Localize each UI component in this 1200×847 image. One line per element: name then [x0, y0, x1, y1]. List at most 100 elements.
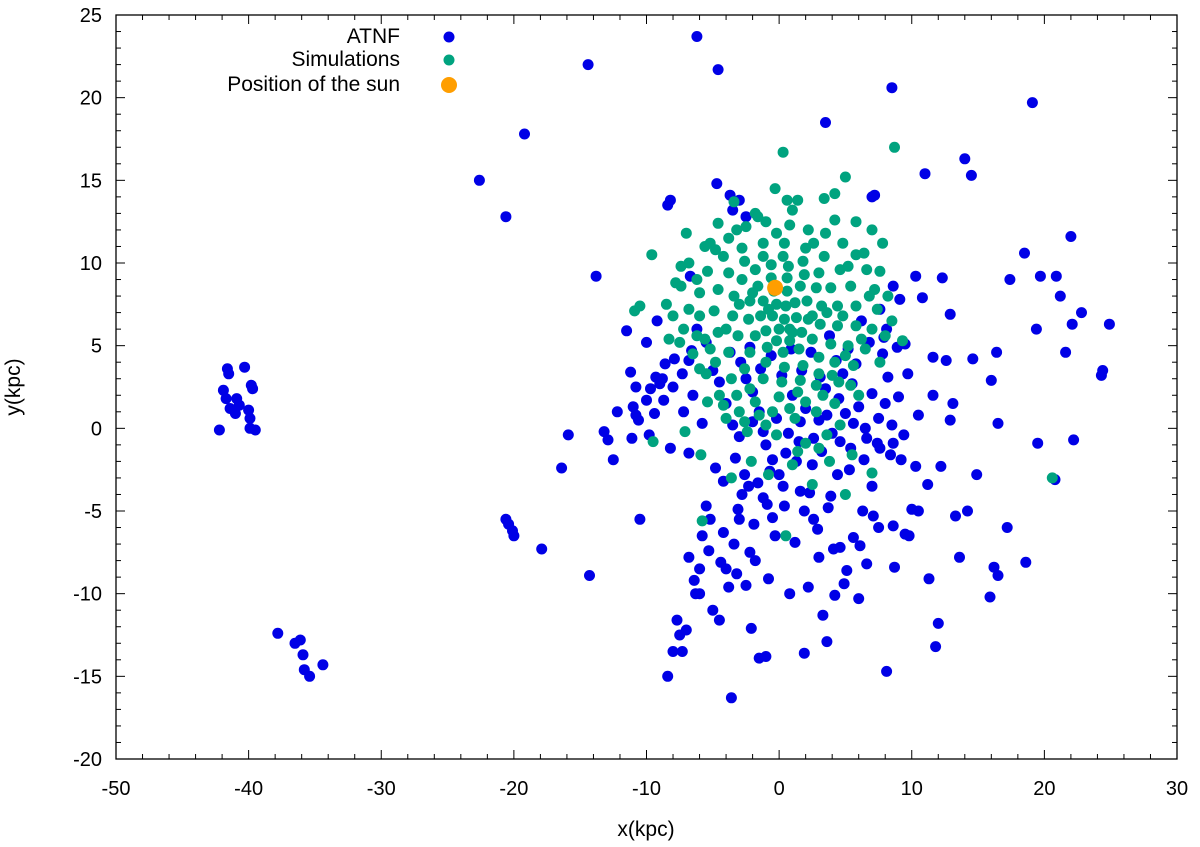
data-point-atnf [761, 498, 773, 510]
data-point-atnf [832, 469, 843, 481]
data-point-simulations [886, 315, 898, 327]
data-point-simulations [889, 141, 900, 153]
data-point-atnf [740, 211, 752, 223]
data-point-simulations [720, 323, 732, 335]
x-tick-label: -40 [234, 778, 263, 800]
data-point-simulations [695, 449, 707, 461]
data-point-simulations [871, 303, 883, 315]
data-point-atnf [784, 588, 796, 600]
legend-label-simulations: Simulations [291, 48, 400, 71]
data-point-simulations [863, 290, 875, 302]
y-tick-label: -5 [84, 501, 102, 523]
data-point-atnf [668, 353, 680, 365]
data-point-simulations [680, 227, 692, 239]
data-point-simulations [837, 237, 849, 249]
data-point-atnf [1066, 318, 1078, 330]
data-point-atnf [760, 651, 772, 662]
data-point-simulations [855, 333, 867, 345]
data-point-atnf [959, 153, 971, 165]
data-point-atnf [881, 665, 893, 677]
data-point-atnf [853, 593, 865, 605]
ticks-layer [115, 14, 1178, 760]
data-point-atnf [667, 646, 679, 657]
data-point-simulations [725, 373, 737, 385]
data-point-atnf [825, 490, 837, 502]
data-point-atnf [1076, 307, 1087, 319]
data-point-atnf [854, 540, 866, 552]
data-point-atnf [664, 194, 676, 206]
data-point-atnf [508, 530, 520, 542]
series-position-of-the-sun [767, 279, 784, 296]
data-point-atnf [767, 454, 778, 466]
data-point-simulations [897, 335, 908, 347]
x-tick-label: 0 [774, 778, 785, 800]
data-point-atnf [725, 692, 737, 704]
data-point-simulations [820, 227, 831, 239]
data-point-simulations [660, 298, 672, 310]
y-tick-label: 10 [80, 253, 102, 275]
data-point-simulations [821, 429, 833, 441]
data-point-simulations [798, 269, 810, 281]
data-point-atnf [713, 614, 725, 626]
data-point-atnf [727, 204, 739, 216]
data-point-atnf [763, 573, 774, 585]
data-point-atnf [1050, 270, 1062, 282]
data-point-atnf [886, 419, 898, 431]
data-point-simulations [778, 237, 790, 249]
data-point-atnf [696, 530, 708, 542]
data-point-simulations [839, 489, 851, 500]
data-point-atnf [769, 530, 781, 542]
data-point-simulations [821, 307, 833, 319]
data-point-atnf [898, 429, 910, 441]
legend-marker-atnf [443, 31, 455, 43]
data-point-atnf [889, 561, 900, 573]
data-point-atnf [824, 330, 835, 342]
data-point-atnf [798, 647, 810, 659]
data-point-atnf [748, 518, 760, 530]
data-point-simulations [771, 429, 782, 441]
data-point-atnf [916, 292, 928, 304]
x-tick-label: -50 [102, 778, 131, 800]
data-point-simulations [874, 265, 886, 277]
data-point-atnf [656, 373, 668, 385]
data-point-simulations [679, 426, 691, 438]
data-point-atnf [1065, 231, 1077, 242]
data-point-atnf [733, 513, 745, 525]
data-point-atnf [991, 346, 1003, 358]
data-point-atnf [688, 574, 700, 586]
data-point-atnf [944, 414, 956, 426]
data-point-atnf [992, 570, 1004, 581]
data-point-simulations [780, 300, 792, 312]
data-point-simulations [747, 287, 759, 299]
data-point-atnf [910, 270, 922, 282]
data-point-simulations [757, 295, 769, 307]
legend-marker-simulations [443, 54, 455, 66]
data-point-simulations [675, 280, 687, 292]
data-point-atnf [903, 530, 915, 542]
x-tick-label: -30 [367, 778, 396, 800]
y-tick-label: 5 [91, 336, 102, 358]
data-point-simulations [882, 290, 894, 302]
data-point-atnf [962, 505, 973, 517]
data-point-simulations [731, 389, 743, 401]
data-point-simulations [771, 227, 782, 239]
data-point-simulations [773, 323, 785, 335]
data-point-simulations [773, 391, 785, 403]
data-point-atnf [861, 432, 873, 444]
data-point-simulations [810, 406, 822, 418]
data-point-simulations [763, 303, 774, 315]
data-point-atnf [927, 351, 939, 363]
data-point-atnf [760, 439, 772, 451]
data-point-atnf [874, 442, 886, 454]
data-point-atnf [627, 401, 639, 413]
data-point-atnf [930, 641, 942, 653]
data-point-simulations [723, 267, 735, 279]
data-point-simulations [687, 348, 699, 360]
data-point-atnf [710, 462, 721, 474]
data-point-atnf [1030, 323, 1042, 335]
data-point-atnf [988, 561, 1000, 573]
data-point-atnf [233, 399, 245, 411]
data-point-atnf [886, 82, 898, 94]
data-point-position-of-the-sun [767, 279, 784, 296]
data-point-simulations [814, 318, 826, 330]
